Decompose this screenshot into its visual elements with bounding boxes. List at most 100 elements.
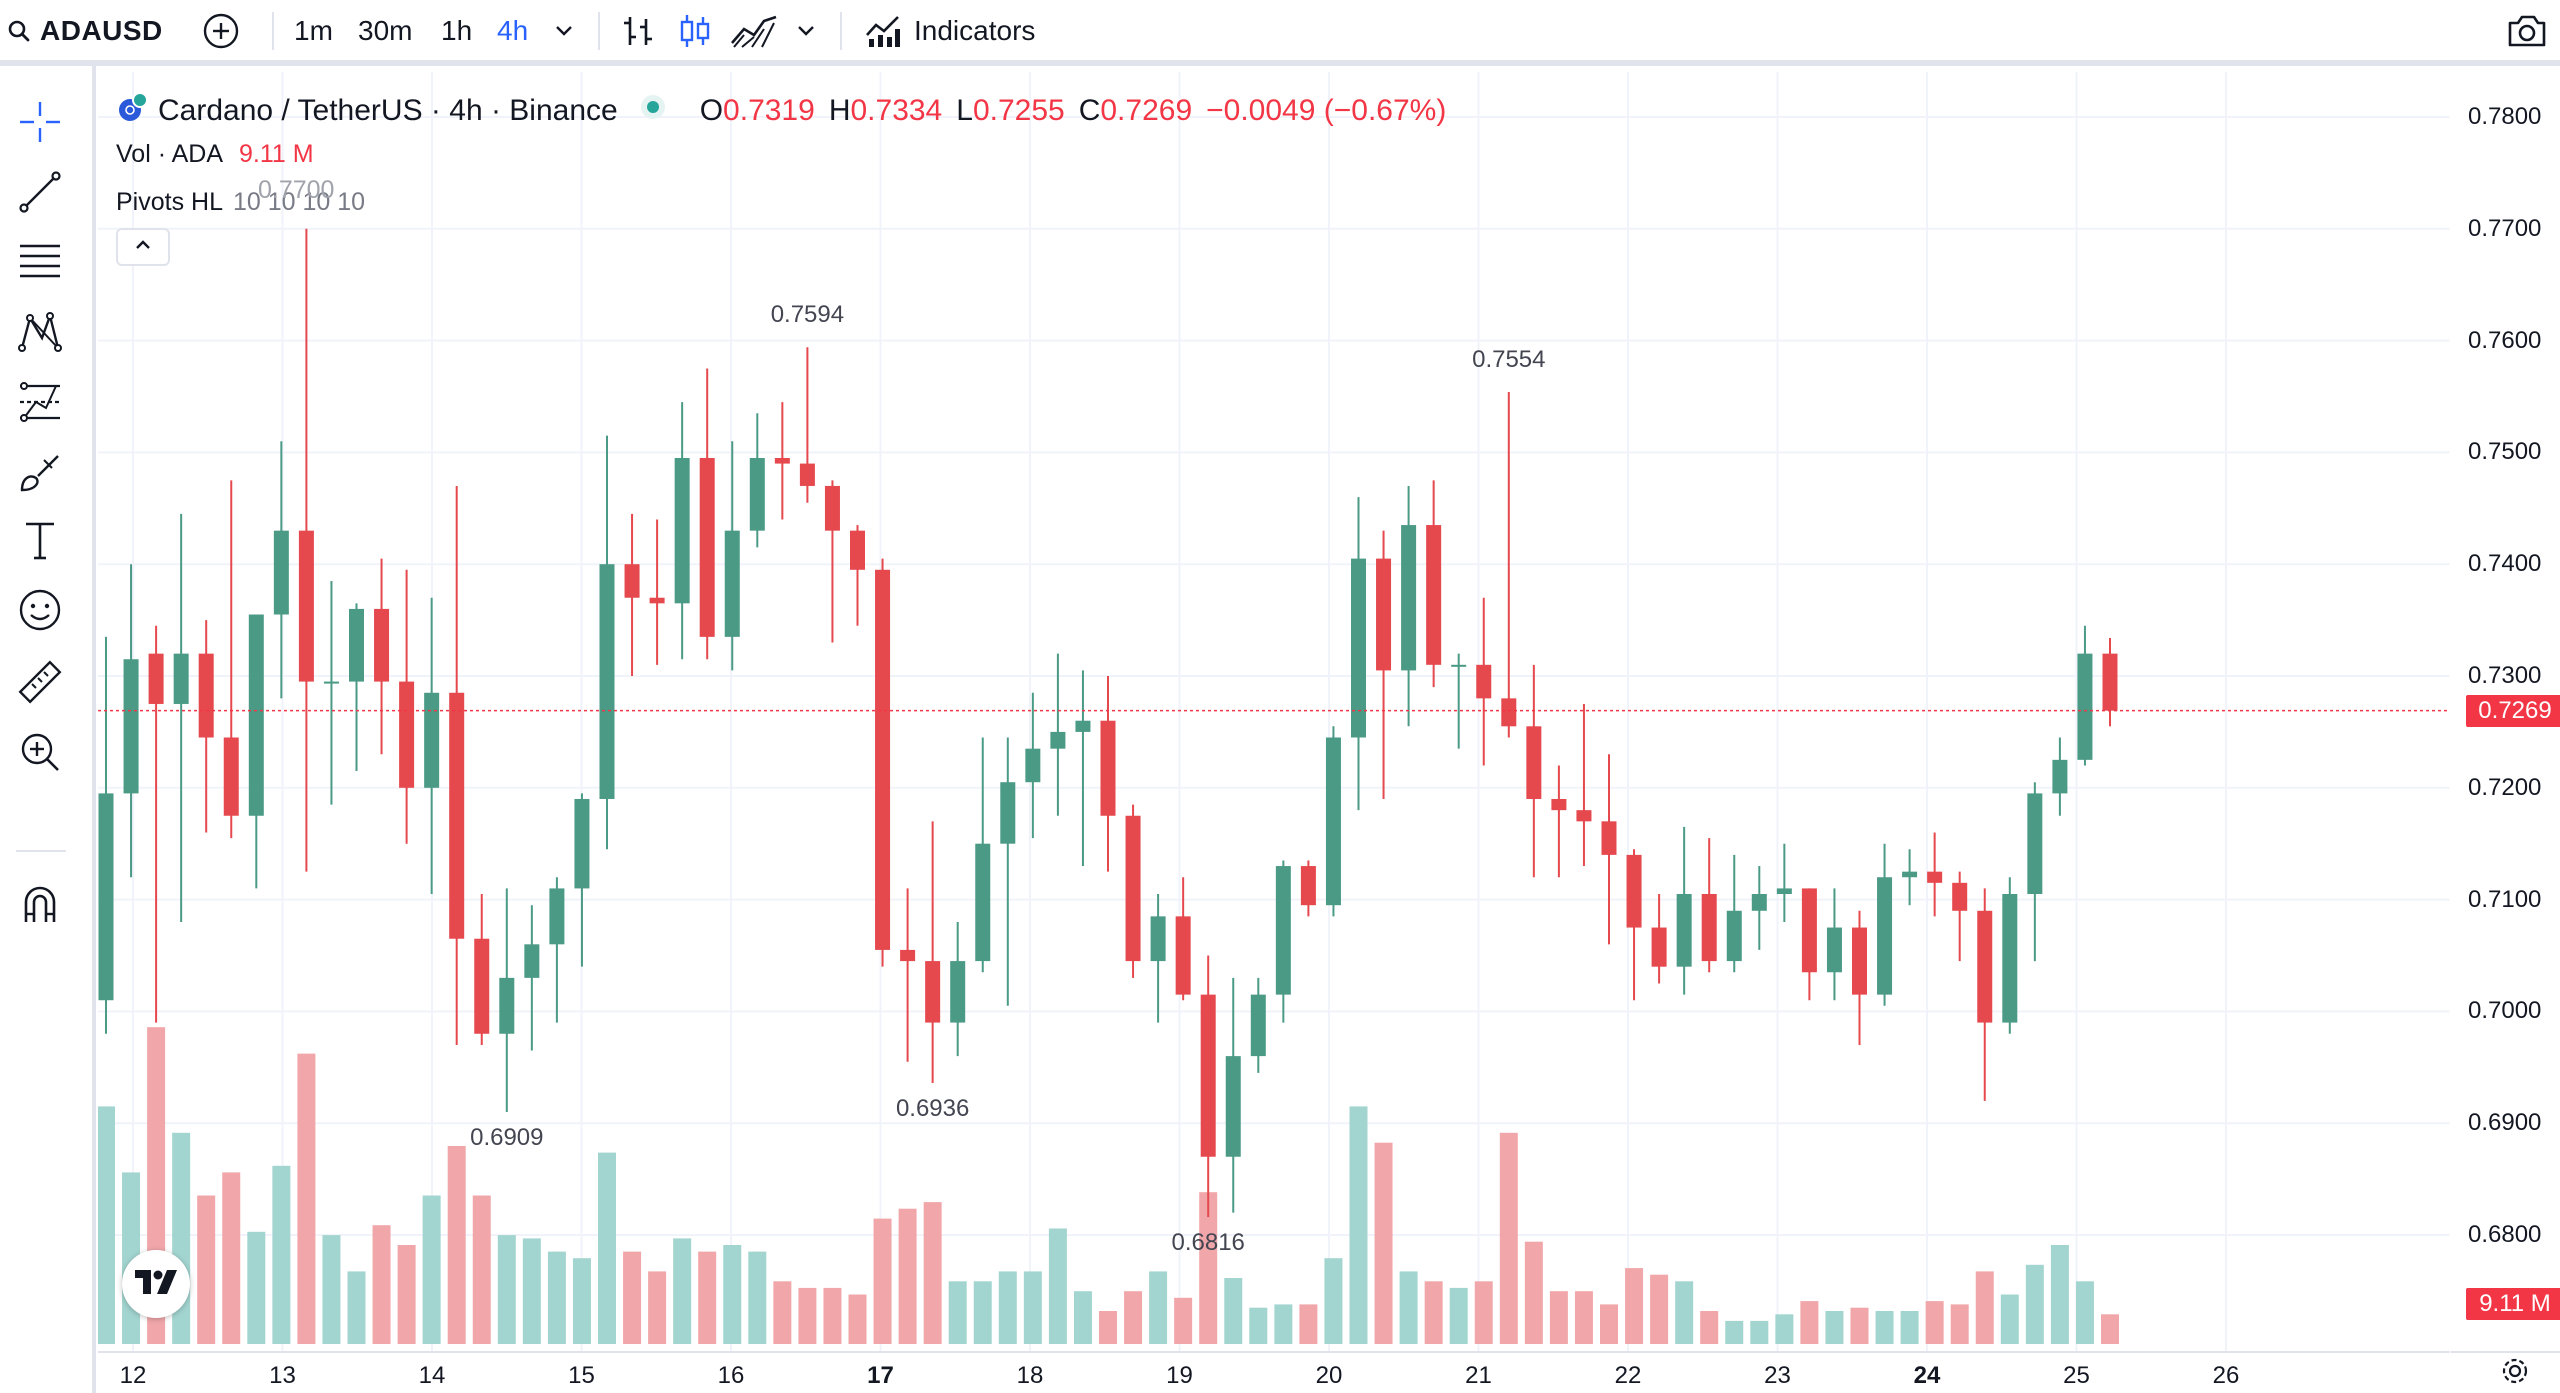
symbol-search[interactable]: ADAUSD xyxy=(8,0,163,62)
candle-body xyxy=(524,944,540,978)
volume-bar xyxy=(1950,1304,1969,1344)
timeframe-30m[interactable]: 30m xyxy=(358,15,413,46)
brush-tool[interactable] xyxy=(14,446,66,498)
candle-body xyxy=(1351,558,1366,738)
indicators-icon xyxy=(864,13,902,49)
volume-bar xyxy=(422,1195,441,1344)
timeframe-4h[interactable]: 4h xyxy=(497,15,529,46)
volume-bar xyxy=(1474,1281,1493,1344)
candle-body xyxy=(699,457,715,637)
indicators-button[interactable]: Indicators xyxy=(864,0,1035,62)
volume-bar xyxy=(1850,1307,1869,1344)
volume-bar xyxy=(1549,1291,1568,1344)
pivot-label: 0.6816 xyxy=(1171,1229,1245,1257)
candle-body xyxy=(1977,910,1993,1023)
candle-body xyxy=(900,949,916,962)
chart-title[interactable]: Cardano / TetherUS · 4h · Binance xyxy=(158,94,618,127)
candle-body xyxy=(1250,994,1266,1057)
candle-body xyxy=(574,798,590,889)
volume-bar xyxy=(748,1251,767,1344)
date-axis-label: 17 xyxy=(867,1362,894,1389)
pivots-legend[interactable]: Pivots HL 10 10 10 10 0.7700 xyxy=(116,176,365,217)
candle-body xyxy=(724,530,740,637)
candle-body xyxy=(1576,810,1592,822)
pivots-params: 10 10 10 10 0.7700 xyxy=(233,176,365,217)
compare-symbol-button[interactable] xyxy=(202,0,240,62)
market-status-dot[interactable] xyxy=(640,94,666,128)
trend-line-tool[interactable] xyxy=(14,166,66,218)
low-key: L xyxy=(956,94,973,127)
emoji-tool[interactable] xyxy=(14,584,66,636)
area-style-button[interactable] xyxy=(730,0,778,62)
volume-bar xyxy=(698,1251,717,1344)
projection-tool[interactable] xyxy=(14,376,66,428)
high-key: H xyxy=(828,94,851,127)
camera-icon xyxy=(2506,13,2548,49)
pattern-tool[interactable] xyxy=(14,306,66,358)
snapshot-button[interactable] xyxy=(2506,0,2548,62)
date-axis-label: 14 xyxy=(418,1362,446,1389)
pivot-label: 0.6909 xyxy=(470,1124,544,1152)
price-chart[interactable] xyxy=(98,72,2560,1393)
candle-body xyxy=(1526,726,1542,799)
symbol-name[interactable]: ADAUSD xyxy=(40,15,163,46)
timeframe-1h[interactable]: 1h xyxy=(441,15,473,46)
fib-levels-tool[interactable] xyxy=(14,236,66,288)
zoom-in-tool[interactable] xyxy=(14,726,66,778)
volume-bar xyxy=(1675,1281,1694,1344)
volume-value: 9.11 M xyxy=(239,140,314,168)
volume-legend[interactable]: Vol · ADA 9.11 M xyxy=(116,140,314,169)
volume-bar xyxy=(222,1172,241,1344)
volume-bar xyxy=(1374,1142,1393,1344)
volume-bar xyxy=(1524,1241,1543,1344)
candle-body xyxy=(449,692,465,939)
candle-body xyxy=(1927,871,1943,883)
collapse-legend-button[interactable] xyxy=(116,228,170,266)
volume-bar xyxy=(547,1251,566,1344)
candle-body xyxy=(1125,815,1141,962)
volume-bar xyxy=(322,1235,341,1344)
toolbar-divider xyxy=(840,12,842,50)
date-axis-label: 24 xyxy=(1913,1362,1941,1389)
candle-body xyxy=(1275,866,1291,995)
candle-body xyxy=(1376,558,1392,671)
tradingview-logo[interactable] xyxy=(122,1250,190,1318)
candle-body xyxy=(850,530,865,570)
candle-body xyxy=(399,681,415,788)
chart-style-dropdown[interactable] xyxy=(796,0,816,62)
volume-bar xyxy=(297,1053,316,1344)
text-tool[interactable] xyxy=(14,514,66,566)
text-icon xyxy=(16,516,64,564)
candle-body xyxy=(499,977,515,1034)
chevron-up-icon xyxy=(133,238,153,257)
date-axis-label: 21 xyxy=(1465,1362,1492,1389)
timeframe-1m[interactable]: 1m xyxy=(294,15,333,46)
volume-bar xyxy=(1299,1304,1318,1344)
open-value: 0.7319 xyxy=(723,94,815,127)
settings-button[interactable] xyxy=(2500,1356,2530,1391)
chart-pane[interactable]: Cardano / TetherUS · 4h · Binance O 0.731… xyxy=(98,72,2560,1393)
ruler-tool[interactable] xyxy=(14,656,66,708)
price-axis-label: 0.7000 xyxy=(2468,997,2542,1025)
pivot-label: 0.7594 xyxy=(770,301,845,329)
volume-bar xyxy=(1925,1301,1944,1344)
candle-body xyxy=(1877,877,1893,995)
candle-body xyxy=(799,463,815,486)
candle-body xyxy=(424,692,440,788)
volume-bar xyxy=(2075,1281,2094,1344)
volume-bar xyxy=(522,1238,541,1344)
candle-body xyxy=(925,961,941,1023)
candle-body xyxy=(1100,720,1116,816)
magnet-tool[interactable] xyxy=(14,878,66,930)
volume-bar xyxy=(1174,1297,1193,1344)
candle-style-button[interactable] xyxy=(677,0,713,62)
volume-bar xyxy=(648,1271,667,1344)
candle-body xyxy=(1401,525,1417,671)
volume-bar xyxy=(1725,1320,1744,1344)
volume-bar xyxy=(1249,1307,1268,1344)
timeframe-dropdown[interactable] xyxy=(554,0,574,62)
bar-style-button[interactable] xyxy=(620,0,656,62)
price-axis-label: 0.7800 xyxy=(2468,103,2542,130)
volume-bar xyxy=(1124,1291,1143,1344)
crosshair-tool[interactable] xyxy=(14,96,66,148)
